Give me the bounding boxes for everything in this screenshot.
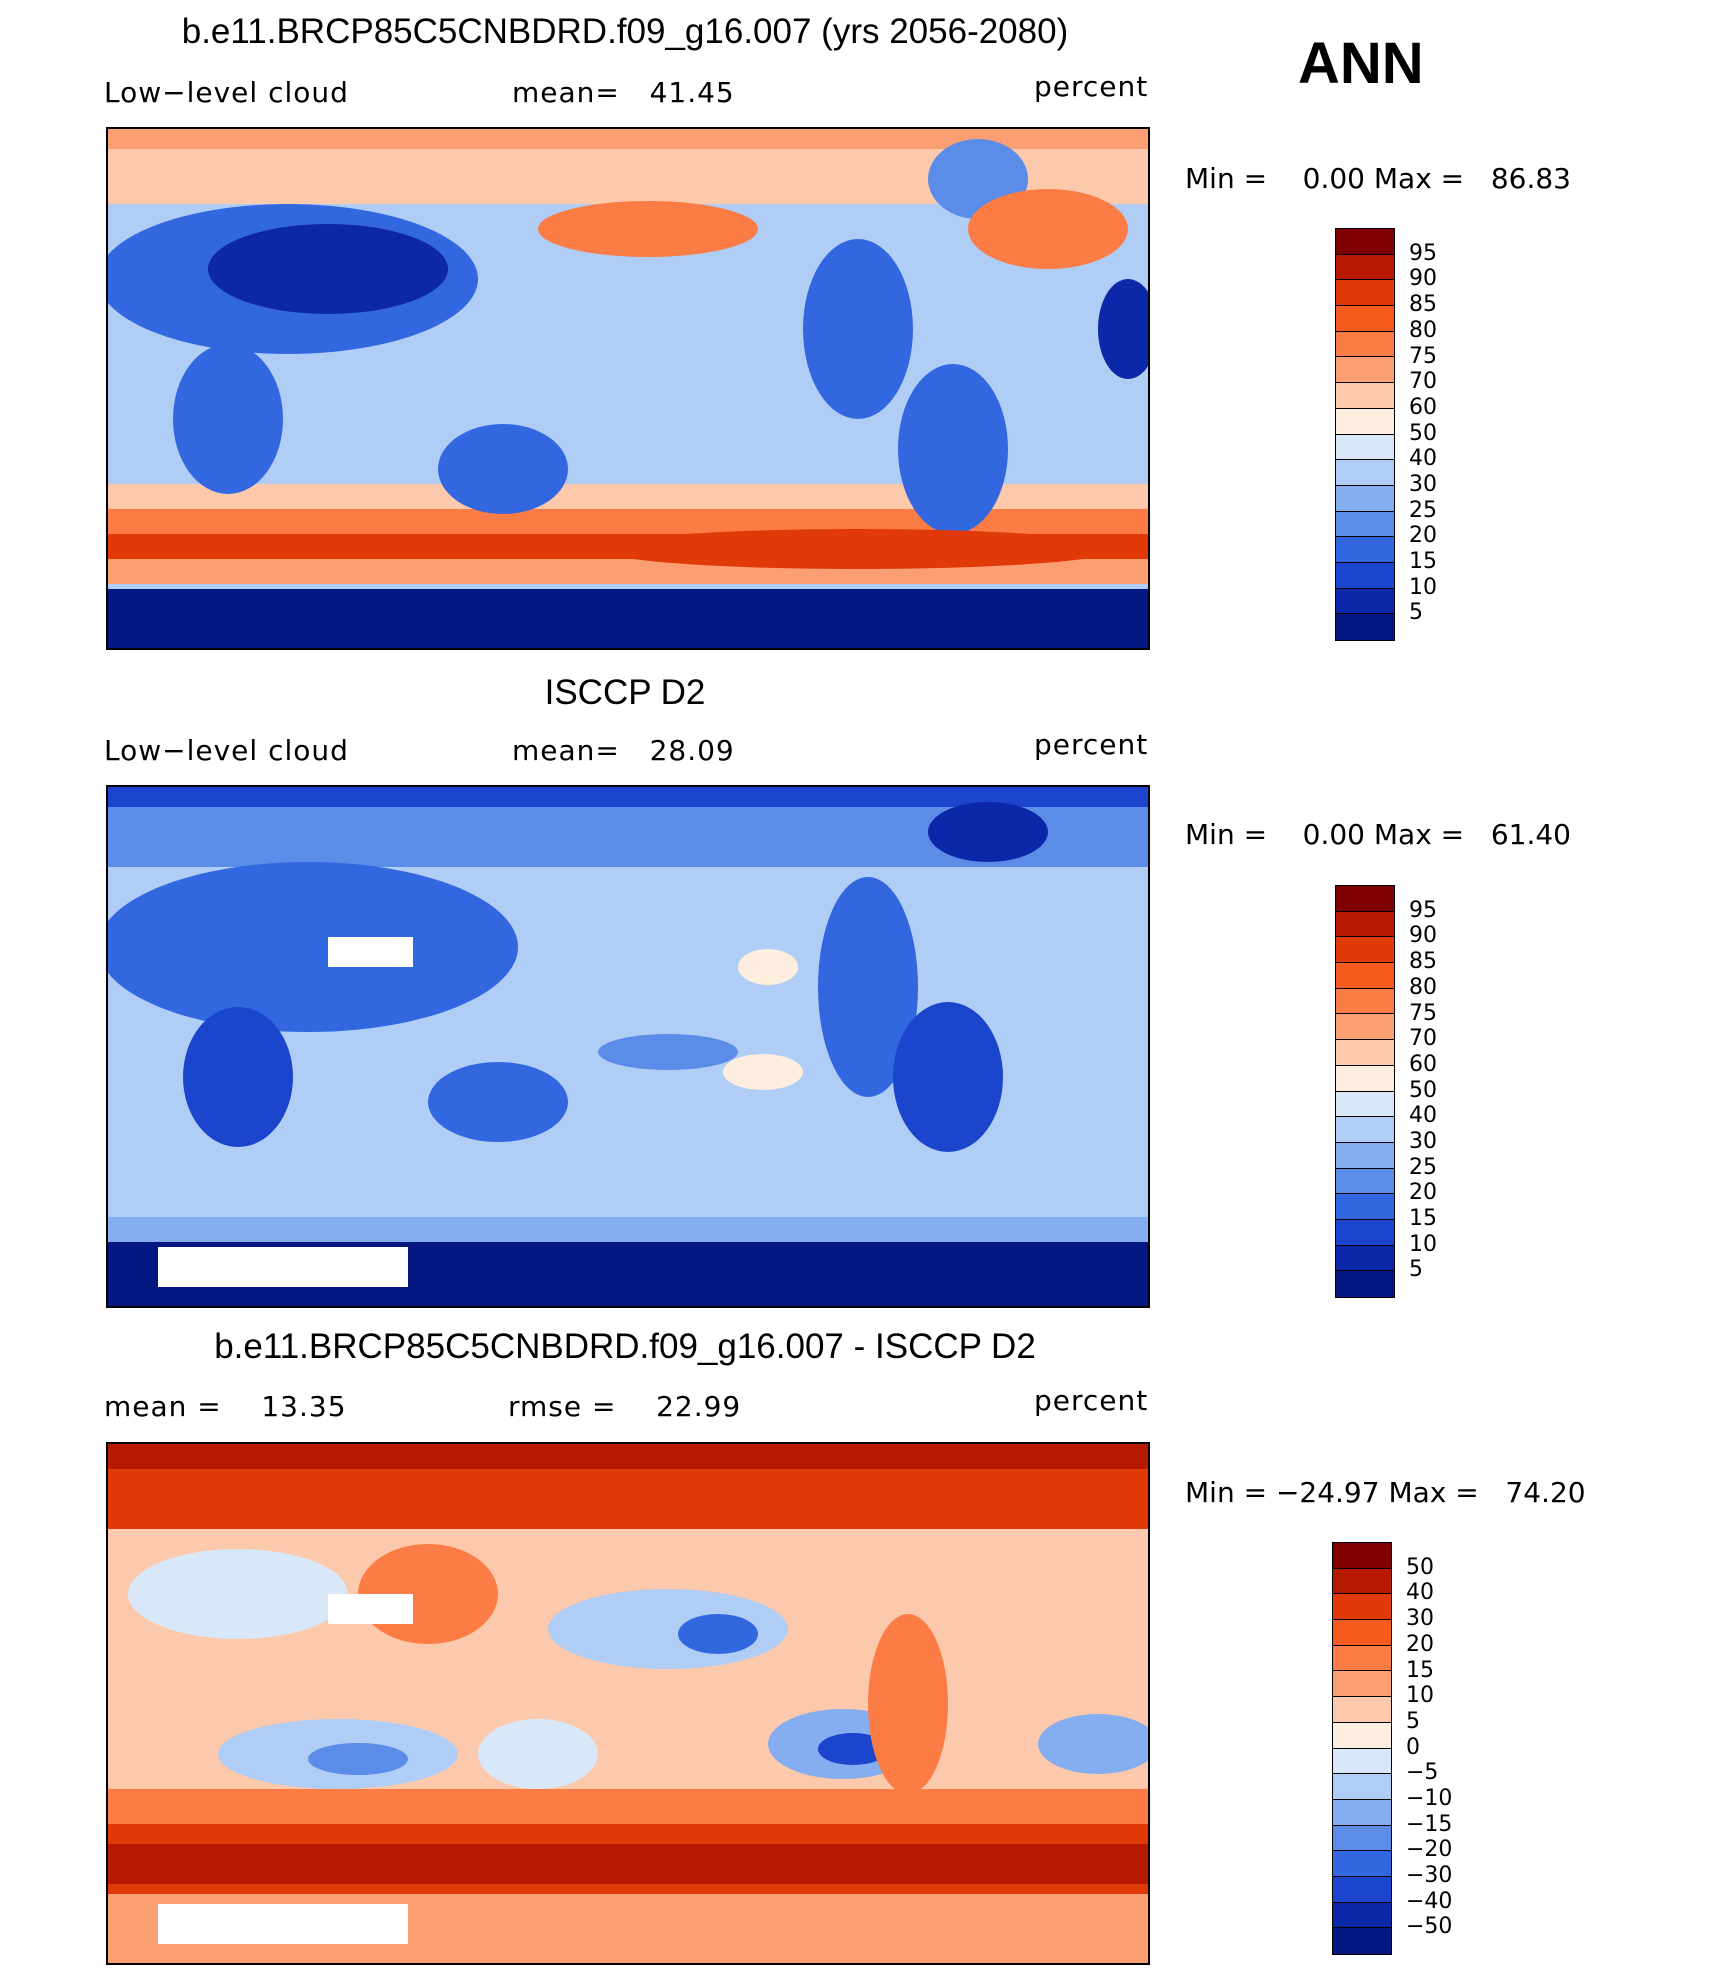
panel2-colorbar-swatches [1335,885,1395,1298]
colorbar-tick-label: 5 [1409,1257,1423,1283]
colorbar-tick-label: 15 [1409,1206,1437,1232]
panel3-colorbar: 50 40 30 20 15 10 5 0 −5 −10 −15 −20 −30… [1332,1542,1502,1955]
colorbar-tick-label: 95 [1409,897,1437,923]
colorbar-tick-label: −10 [1406,1785,1453,1811]
panel1-variable-label: Low−level cloud [104,76,349,109]
colorbar-tick-label: 75 [1409,1000,1437,1026]
panel2-title: ISCCP D2 [544,673,706,712]
colorbar-tick-label: 85 [1409,292,1437,318]
colorbar-tick-label: −15 [1406,1811,1453,1837]
colorbar-tick-label: 60 [1409,1051,1437,1077]
colorbar-tick-label: −50 [1406,1914,1453,1940]
colorbar-tick-label: 15 [1406,1657,1434,1683]
colorbar-tick-label: 0 [1406,1734,1420,1760]
colorbar-tick-label: 60 [1409,394,1437,420]
panel2-colorbar: 95 90 85 80 75 70 60 50 40 30 25 20 15 1… [1335,885,1495,1298]
colorbar-tick-label: 40 [1409,1103,1437,1129]
colorbar-tick-label: 90 [1409,923,1437,949]
panel3-mean-label: mean = 13.35 [104,1390,347,1423]
colorbar-tick-label: 75 [1409,343,1437,369]
panel1-title: b.e11.BRCP85C5CNBDRD.f09_g16.007 (yrs 20… [181,12,1069,51]
colorbar-tick-label: 70 [1409,369,1437,395]
panel1-mean-label: mean= 41.45 [512,76,735,109]
colorbar-tick-label: 80 [1409,974,1437,1000]
colorbar-tick-label: 50 [1406,1554,1434,1580]
colorbar-tick-label: 5 [1406,1708,1420,1734]
panel2-map [106,785,1150,1308]
panel1-minmax: Min = 0.00 Max = 86.83 [1185,162,1571,195]
colorbar-tick-label: 95 [1409,240,1437,266]
colorbar-tick-label: 10 [1406,1683,1434,1709]
season-label: ANN [1298,31,1424,96]
panel2-minmax: Min = 0.00 Max = 61.40 [1185,818,1571,851]
colorbar-tick-label: 85 [1409,949,1437,975]
panel3-units-label: percent [1034,1384,1149,1417]
colorbar-tick-label: −30 [1406,1863,1453,1889]
panel2-mean-label: mean= 28.09 [512,734,735,767]
colorbar-tick-label: 15 [1409,549,1437,575]
panel1-units-label: percent [1034,70,1149,103]
colorbar-tick-label: 50 [1409,1077,1437,1103]
panel1-map [106,127,1150,650]
colorbar-tick-label: 20 [1409,1180,1437,1206]
colorbar-tick-label: 50 [1409,420,1437,446]
panel3-map [106,1442,1150,1965]
colorbar-tick-label: 80 [1409,317,1437,343]
colorbar-tick-label: 40 [1409,446,1437,472]
panel2-units-label: percent [1034,728,1149,761]
colorbar-tick-label: 25 [1409,1154,1437,1180]
colorbar-tick-label: 30 [1409,1128,1437,1154]
colorbar-tick-label: 10 [1409,574,1437,600]
panel2-variable-label: Low−level cloud [104,734,349,767]
panel3-colorbar-swatches [1332,1542,1392,1955]
colorbar-tick-label: 5 [1409,600,1423,626]
colorbar-tick-label: −40 [1406,1888,1453,1914]
colorbar-tick-label: 40 [1406,1580,1434,1606]
colorbar-tick-label: 20 [1409,523,1437,549]
panel3-title: b.e11.BRCP85C5CNBDRD.f09_g16.007 - ISCCP… [214,1327,1036,1366]
colorbar-tick-label: 30 [1406,1606,1434,1632]
colorbar-tick-label: 30 [1409,471,1437,497]
panel3-minmax: Min = −24.97 Max = 74.20 [1185,1476,1586,1509]
panel1-colorbar-swatches [1335,228,1395,641]
panel3-rmse-label: rmse = 22.99 [508,1390,742,1423]
colorbar-tick-label: 25 [1409,497,1437,523]
colorbar-tick-label: 20 [1406,1631,1434,1657]
panel1-colorbar: 95 90 85 80 75 70 60 50 40 30 25 20 15 1… [1335,228,1495,641]
colorbar-tick-label: 90 [1409,266,1437,292]
colorbar-tick-label: −20 [1406,1837,1453,1863]
colorbar-tick-label: 70 [1409,1026,1437,1052]
colorbar-tick-label: −5 [1406,1760,1439,1786]
colorbar-tick-label: 10 [1409,1231,1437,1257]
